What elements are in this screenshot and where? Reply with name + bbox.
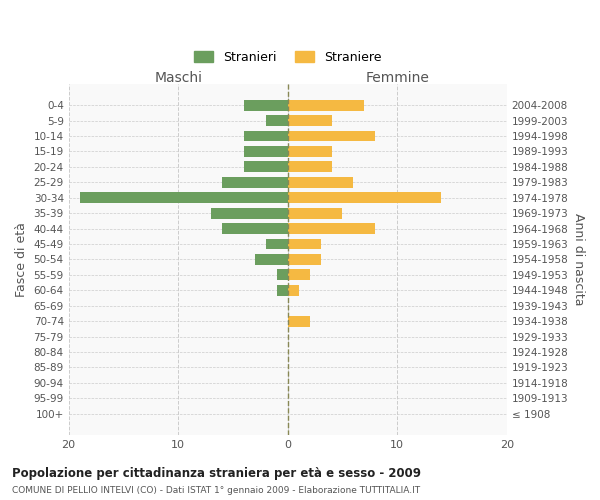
Bar	[255, 254, 287, 265]
Bar	[287, 270, 310, 280]
Bar	[287, 177, 353, 188]
Bar	[287, 100, 364, 110]
Bar	[222, 223, 287, 234]
Bar	[287, 115, 331, 126]
Legend: Stranieri, Straniere: Stranieri, Straniere	[188, 44, 388, 70]
Bar	[287, 192, 441, 203]
Bar	[287, 162, 331, 172]
Bar	[266, 115, 287, 126]
Bar	[277, 270, 287, 280]
Y-axis label: Anni di nascita: Anni di nascita	[572, 213, 585, 306]
Text: Femmine: Femmine	[365, 71, 429, 85]
Bar	[244, 130, 287, 141]
Bar	[211, 208, 287, 218]
Bar	[244, 162, 287, 172]
Bar	[266, 238, 287, 250]
Bar	[287, 316, 310, 326]
Bar	[222, 177, 287, 188]
Bar	[287, 208, 343, 218]
Text: Popolazione per cittadinanza straniera per età e sesso - 2009: Popolazione per cittadinanza straniera p…	[12, 467, 421, 480]
Bar	[287, 238, 320, 250]
Bar	[244, 146, 287, 157]
Bar	[287, 130, 376, 141]
Bar	[80, 192, 287, 203]
Bar	[287, 285, 299, 296]
Bar	[244, 100, 287, 110]
Bar	[287, 146, 331, 157]
Text: Maschi: Maschi	[154, 71, 202, 85]
Text: COMUNE DI PELLIO INTELVI (CO) - Dati ISTAT 1° gennaio 2009 - Elaborazione TUTTIT: COMUNE DI PELLIO INTELVI (CO) - Dati IST…	[12, 486, 420, 495]
Bar	[287, 254, 320, 265]
Bar	[277, 285, 287, 296]
Y-axis label: Fasce di età: Fasce di età	[15, 222, 28, 297]
Bar	[287, 223, 376, 234]
